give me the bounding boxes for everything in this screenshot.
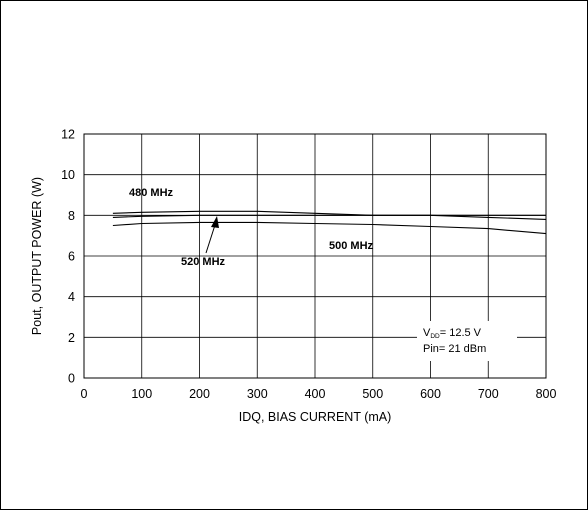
x-tick-labels: 0 100 200 300 400 500 600 700 800: [81, 387, 557, 401]
series-label-500mhz: 500 MHz: [329, 240, 374, 252]
x-tick-label: 0: [81, 387, 88, 401]
y-tick-label: 12: [61, 128, 75, 142]
series-label-480mhz: 480 MHz: [129, 187, 174, 199]
y-tick-label: 10: [61, 168, 75, 182]
y-tick-label: 4: [68, 290, 75, 304]
vdd-value: = 12.5 V: [440, 327, 482, 339]
y-tick-label: 0: [68, 372, 75, 386]
y-tick-labels: 0 2 4 6 8 10 12: [61, 128, 75, 386]
vdd-subscript: DD: [430, 333, 440, 340]
x-tick-label: 700: [478, 387, 499, 401]
label-pointer-line: [205, 224, 216, 254]
conditions-box-bg: [417, 321, 517, 361]
vdd-prefix: V: [423, 327, 431, 339]
vdd-note: VDD= 12.5 V: [423, 327, 482, 340]
series-lines: [112, 210, 547, 235]
x-tick-label: 100: [131, 387, 152, 401]
x-tick-label: 800: [536, 387, 557, 401]
y-tick-label: 6: [68, 250, 75, 264]
y-tick-label: 2: [68, 331, 75, 345]
y-tick-label: 8: [68, 209, 75, 223]
x-tick-label: 300: [247, 387, 268, 401]
y-axis-title: Pout, OUTPUT POWER (W): [30, 177, 44, 335]
series-line-480mhz: [112, 210, 547, 220]
x-tick-label: 500: [362, 387, 383, 401]
label-pointer-arrowhead: [211, 216, 219, 228]
plot-border: [83, 133, 547, 379]
x-tick-label: 600: [420, 387, 441, 401]
series-line-500mhz: [112, 221, 547, 235]
x-axis-title: IDQ, BIAS CURRENT (mA): [239, 410, 392, 424]
series-label-520mhz: 520 MHz: [181, 256, 226, 268]
pin-note: Pin= 21 dBm: [423, 343, 486, 355]
x-tick-label: 400: [305, 387, 326, 401]
series-line-520mhz: [112, 214, 546, 218]
x-tick-label: 200: [189, 387, 210, 401]
